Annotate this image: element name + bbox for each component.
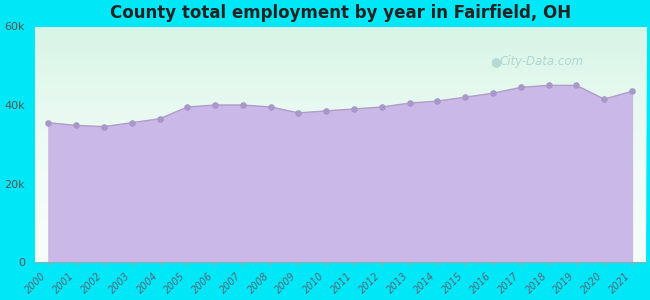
Point xyxy=(71,123,81,128)
Point xyxy=(543,83,554,88)
Point xyxy=(599,97,609,101)
Point xyxy=(265,105,276,110)
Point xyxy=(571,83,582,88)
Point xyxy=(404,101,415,106)
Title: County total employment by year in Fairfield, OH: County total employment by year in Fairf… xyxy=(110,4,571,22)
Point xyxy=(99,124,109,129)
Point xyxy=(182,105,192,110)
Point xyxy=(238,103,248,107)
Point xyxy=(432,99,443,103)
Text: ●: ● xyxy=(490,55,501,68)
Point xyxy=(627,89,637,94)
Point xyxy=(321,109,332,113)
Point xyxy=(460,95,471,100)
Point xyxy=(127,120,137,125)
Point xyxy=(376,105,387,110)
Point xyxy=(154,116,164,121)
Point xyxy=(488,91,498,96)
Point xyxy=(349,106,359,111)
Point xyxy=(293,110,304,115)
Point xyxy=(43,120,53,125)
Point xyxy=(515,85,526,90)
Text: City-Data.com: City-Data.com xyxy=(499,55,583,68)
Point xyxy=(210,103,220,107)
